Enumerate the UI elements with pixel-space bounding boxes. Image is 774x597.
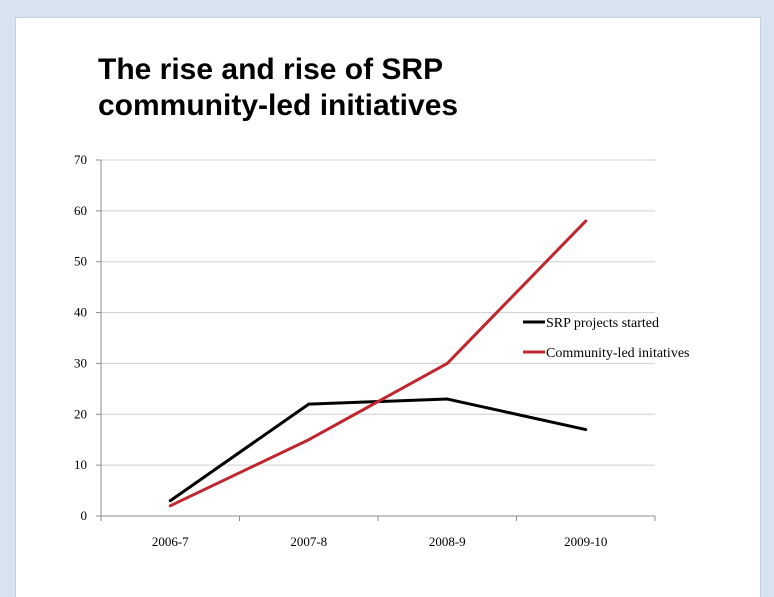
y-tick-label: 70: [74, 152, 87, 167]
x-tick-label: 2007-8: [290, 534, 327, 549]
chart-title: The rise and rise of SRP community-led i…: [98, 52, 658, 124]
y-tick-label: 20: [74, 406, 87, 421]
y-tick-label: 0: [81, 508, 88, 523]
grid-lines: [101, 159, 655, 466]
legend-label-2: Community-led initatives: [546, 346, 690, 361]
y-tick-label: 30: [74, 355, 87, 370]
x-tick-label: 2009-10: [564, 534, 607, 549]
slide-background: [16, 18, 760, 597]
y-tick-label: 50: [74, 254, 87, 269]
x-tick-label: 2008-9: [429, 534, 466, 549]
legend-label-1: SRP projects started: [546, 316, 659, 331]
legend: SRP projects started Community-led initat…: [523, 316, 690, 361]
axes: [96, 159, 656, 521]
x-tick-labels: 2006-7 2007-8 2008-9 2009-10: [152, 534, 608, 549]
y-tick-labels: 0 10 20 30 40 50 60 70: [74, 152, 87, 523]
series-line-2: [168, 219, 588, 508]
chart-title-line-1: The rise and rise of SRP: [98, 53, 444, 86]
chart-title-line-2: community-led initiatives: [98, 89, 459, 122]
y-tick-label: 10: [74, 457, 87, 472]
y-tick-label: 40: [74, 305, 87, 320]
y-tick-label: 60: [74, 203, 87, 218]
series-lines: [168, 219, 588, 508]
x-tick-label: 2006-7: [152, 534, 189, 549]
